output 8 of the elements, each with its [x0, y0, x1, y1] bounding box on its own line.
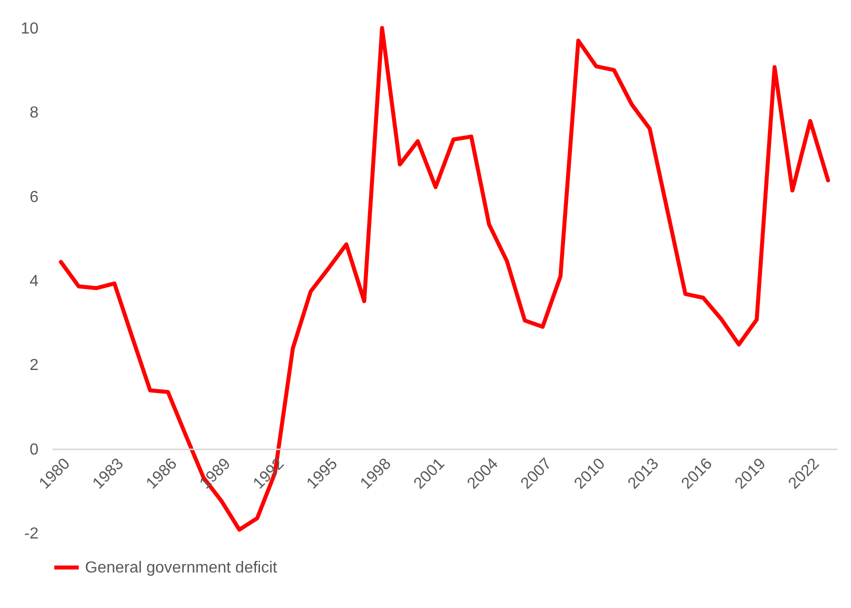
- legend-label: General government deficit: [85, 560, 278, 576]
- y-tick-label: 6: [30, 188, 39, 206]
- y-tick-label: 0: [30, 441, 39, 458]
- y-tick-label: 8: [30, 104, 39, 122]
- y-tick-label: 10: [20, 20, 39, 38]
- y-tick-label: 2: [30, 357, 39, 374]
- y-tick-label: 4: [30, 273, 39, 290]
- y-tick-label: -2: [24, 526, 39, 542]
